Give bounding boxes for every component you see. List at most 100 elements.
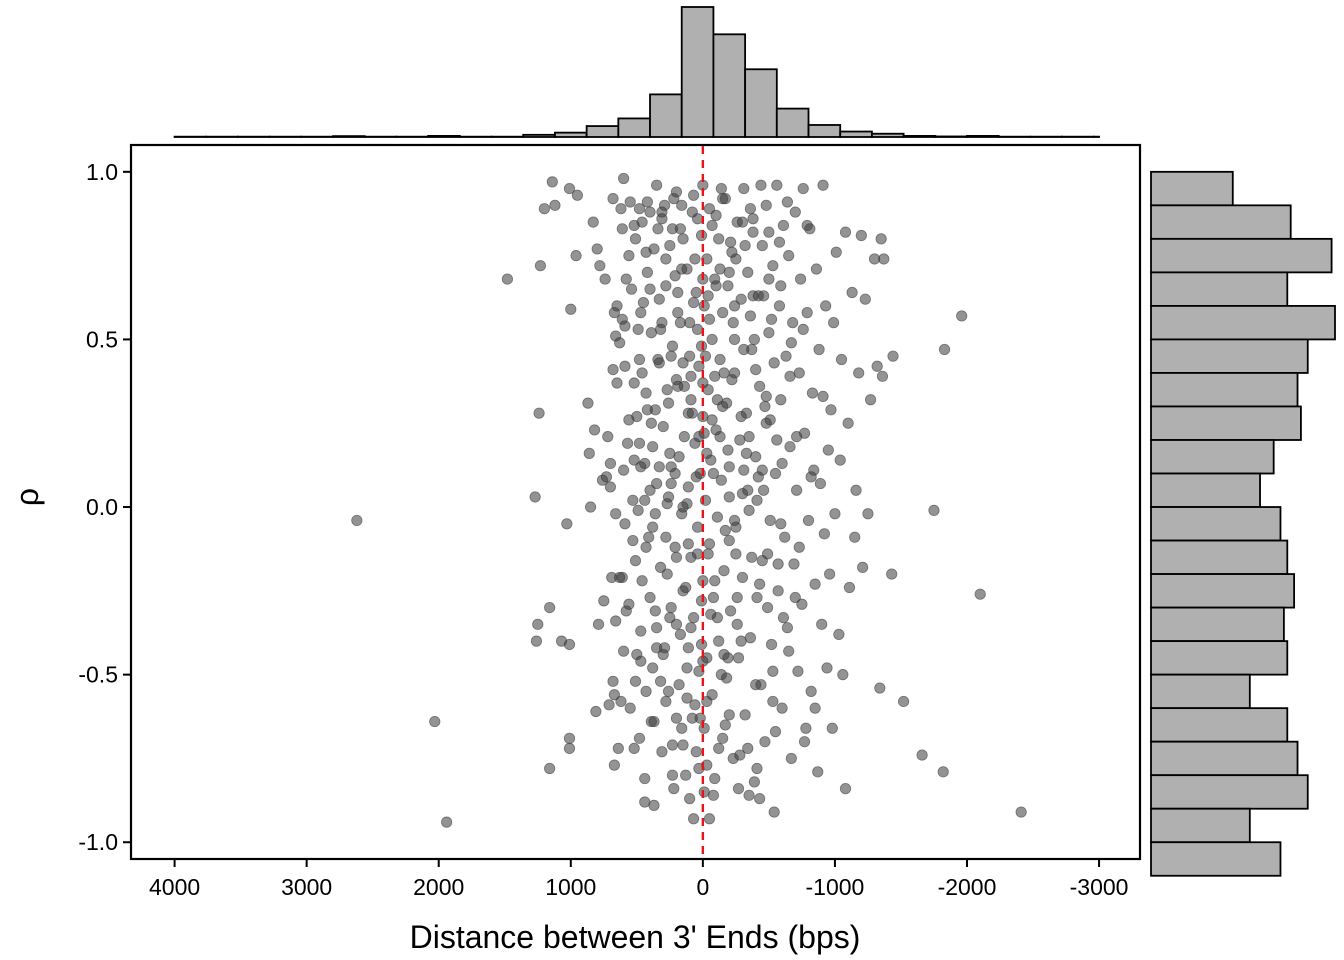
scatter-point — [530, 635, 543, 647]
scatter-point — [677, 357, 689, 369]
scatter-point — [563, 182, 576, 195]
scatter-point — [660, 531, 672, 543]
scatter-point — [640, 246, 652, 258]
scatter-point — [717, 307, 729, 319]
scatter-point — [621, 437, 634, 449]
scatter-point — [784, 441, 796, 453]
scatter-point — [723, 709, 735, 721]
scatter-point — [629, 675, 642, 687]
scatter-point — [571, 189, 583, 201]
scatter-point — [834, 454, 846, 466]
scatter-point — [706, 219, 718, 232]
scatter-point — [688, 813, 700, 825]
right-histogram-bar — [1150, 707, 1289, 743]
scatter-point — [775, 280, 787, 292]
scatter-point — [707, 789, 720, 801]
scatter-point — [682, 642, 694, 654]
scatter-point — [664, 239, 676, 252]
scatter-point — [837, 669, 849, 681]
right-histogram-bar — [1150, 606, 1285, 643]
scatter-point — [686, 407, 698, 419]
y-tick-label: 1.0 — [86, 159, 118, 185]
scatter-point — [706, 333, 718, 346]
scatter-point — [742, 484, 754, 496]
right-histogram-bar — [1150, 405, 1302, 441]
right-histogram-bar — [1150, 506, 1282, 542]
scatter-point — [928, 504, 940, 516]
scatter-point — [797, 182, 809, 195]
scatter-point — [690, 471, 702, 483]
scatter-point — [772, 558, 784, 570]
x-axis: 4000 3000 2000 1000 0 -1000 -2000 -3000 — [149, 859, 1128, 900]
scatter-point — [658, 199, 671, 211]
scatter-point — [784, 370, 796, 382]
scatter-point — [1015, 806, 1027, 818]
scatter-point — [619, 360, 631, 372]
scatter-point — [685, 622, 697, 634]
scatter-point — [707, 591, 720, 604]
scatter-point — [688, 612, 700, 624]
scatter-point — [734, 434, 746, 446]
scatter-point — [670, 186, 683, 198]
scatter-point — [758, 290, 770, 302]
scatter-point — [763, 327, 775, 339]
scatter-point — [853, 367, 865, 379]
scatter-point — [635, 655, 647, 667]
scatter-point — [711, 612, 723, 624]
scatter-point — [678, 431, 690, 443]
x-tick-label: -1000 — [806, 874, 865, 900]
scatter-point — [938, 343, 951, 356]
scatter-point — [662, 491, 675, 503]
scatter-point — [802, 514, 815, 527]
scatter-point — [676, 263, 688, 275]
scatter-point — [598, 595, 610, 607]
scatter-point — [839, 783, 852, 795]
scatter-point — [665, 350, 677, 362]
scatter-point — [706, 414, 718, 426]
scatter-point — [812, 766, 824, 778]
scatter-point — [677, 233, 689, 245]
scatter-point — [824, 568, 836, 580]
scatter-point — [673, 451, 685, 463]
x-axis-title: Distance between 3' Ends (bps) — [410, 919, 861, 955]
scatter-point — [781, 196, 793, 208]
scatter-point — [635, 625, 647, 637]
top-histogram-bar — [902, 135, 937, 138]
scatter-point — [673, 679, 685, 691]
scatter-point — [744, 310, 756, 322]
scatter-point — [767, 665, 779, 677]
scatter-point — [645, 417, 657, 429]
scatter-point — [715, 474, 727, 486]
scatter-point — [715, 182, 727, 195]
scatter-point — [714, 353, 726, 366]
scatter-point — [607, 675, 619, 687]
scatter-point — [665, 477, 677, 490]
scatter-point — [660, 280, 672, 292]
scatter-point — [875, 233, 887, 245]
scatter-point — [657, 648, 669, 661]
scatter-point — [747, 226, 759, 238]
scatter-point — [723, 534, 735, 547]
y-tick-label: -1.0 — [78, 829, 118, 855]
top-histogram-bar — [554, 131, 588, 138]
scatter-point — [563, 638, 576, 651]
top-histogram-bar — [839, 130, 873, 138]
scatter-point — [651, 179, 663, 191]
scatter-point — [647, 521, 659, 533]
scatter-point — [633, 203, 646, 215]
scatter-point — [793, 367, 805, 379]
scatter-point — [651, 642, 663, 654]
scatter-point — [680, 769, 692, 781]
top-histogram-bar — [807, 124, 842, 138]
scatter-point — [669, 467, 681, 480]
scatter-point — [761, 601, 774, 614]
x-tick-label: 1000 — [545, 874, 596, 900]
scatter-point — [534, 260, 547, 272]
scatter-point — [723, 461, 735, 473]
scatter-point — [616, 223, 628, 235]
scatter-point — [674, 628, 687, 641]
scatter-point — [842, 417, 854, 429]
scatter-point — [798, 736, 811, 748]
scatter-point — [760, 390, 772, 403]
